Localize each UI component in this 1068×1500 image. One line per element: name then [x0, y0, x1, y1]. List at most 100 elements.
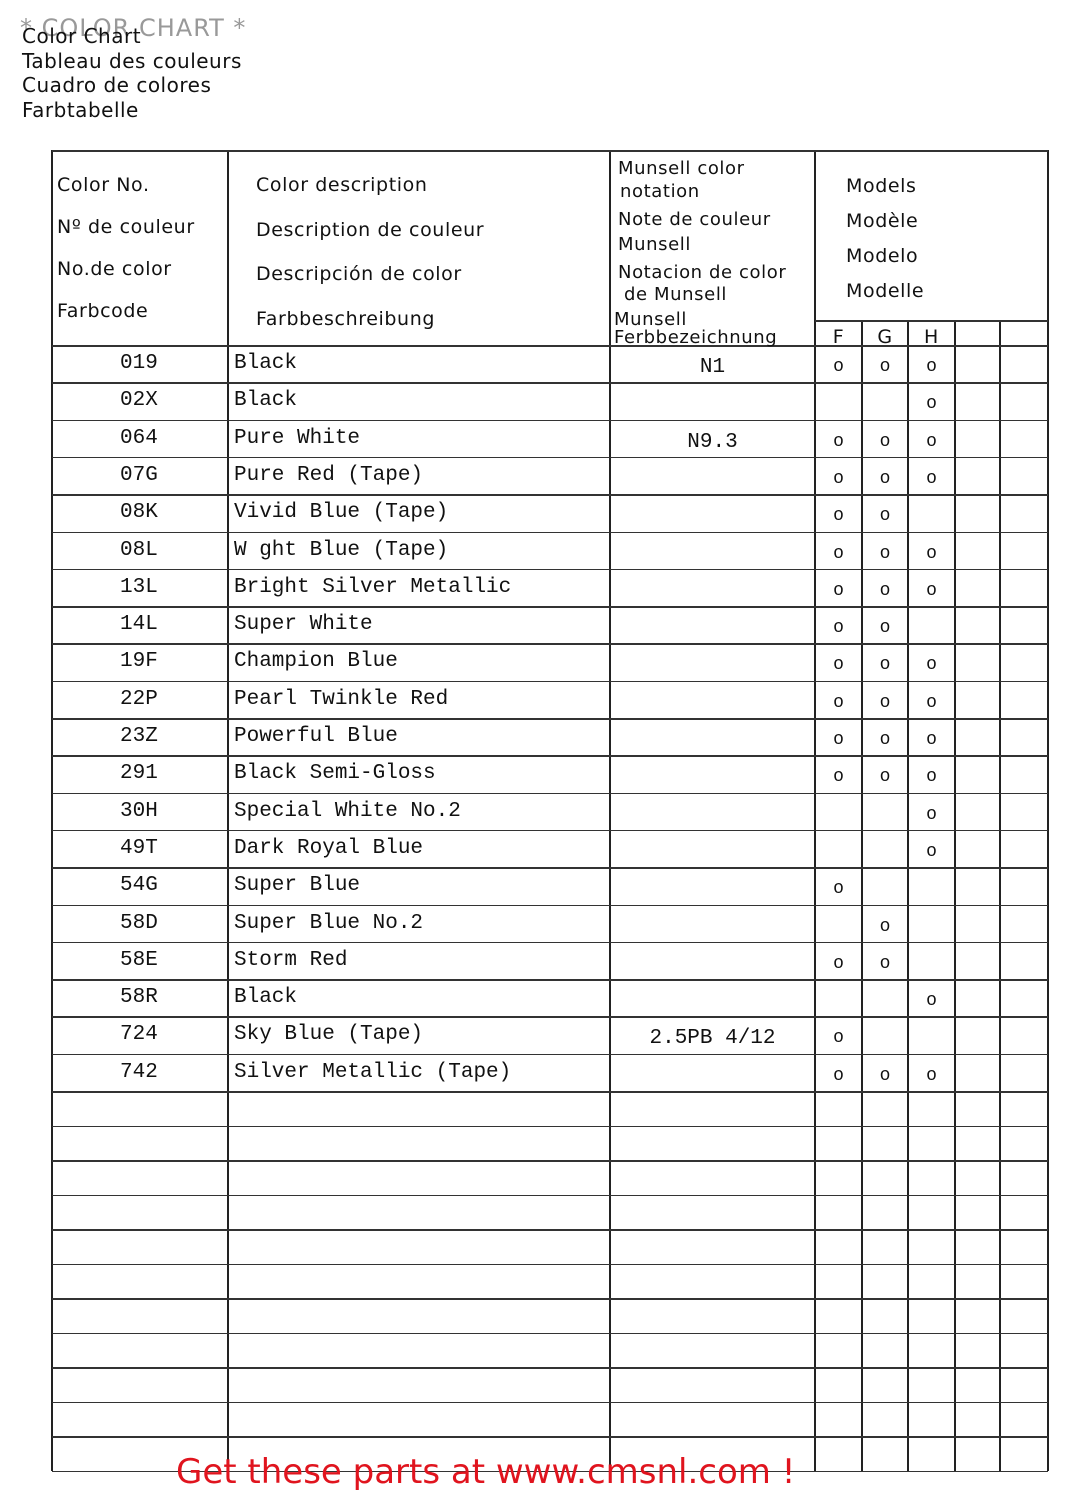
color-code: 019: [120, 352, 158, 375]
color-description: Bright Silver Metallic: [234, 575, 512, 599]
color-code: 54G: [120, 874, 158, 898]
model-mark: o: [879, 618, 891, 639]
column-header: Color No.: [57, 174, 150, 196]
header-line: Cuadro de colores: [22, 73, 212, 97]
column-line: [227, 150, 229, 1471]
row-line: [52, 904, 1048, 906]
color-description: Black: [234, 389, 298, 413]
row-line: [52, 531, 1048, 533]
row-line: [52, 755, 1048, 757]
model-mark: o: [879, 655, 891, 676]
model-mark: o: [833, 730, 844, 750]
row-line: [52, 150, 1048, 152]
model-mark: o: [926, 730, 937, 750]
model-mark: o: [879, 916, 891, 937]
model-mark: o: [833, 357, 844, 377]
row-line: [52, 1229, 1048, 1231]
row-line: [52, 1091, 1048, 1093]
color-description: Special White No.2: [234, 799, 461, 823]
row-line: [52, 494, 1048, 496]
model-mark: o: [879, 431, 891, 452]
color-code: 742: [120, 1060, 158, 1084]
column-line: [609, 150, 611, 1471]
color-code: 58D: [120, 911, 158, 935]
column-line: [907, 320, 909, 1471]
model-mark: o: [833, 692, 844, 713]
column-header: No.de color: [57, 258, 172, 280]
color-description: Super Blue: [234, 874, 361, 898]
color-description: Dark Royal Blue: [234, 836, 424, 860]
column-header: Munsell: [614, 309, 688, 330]
model-mark: o: [879, 506, 891, 527]
column-header: Notacion de color: [618, 262, 787, 283]
model-mark: o: [833, 879, 844, 900]
column-header: Munsell color: [618, 158, 745, 179]
row-line: [52, 1367, 1048, 1369]
color-description: W ght Blue (Tape): [234, 538, 449, 562]
color-code: 14L: [120, 613, 158, 637]
color-description: Pearl Twinkle Red: [234, 687, 449, 711]
model-mark: o: [879, 767, 891, 788]
model-mark: o: [926, 692, 937, 713]
row-line: [815, 320, 1048, 322]
row-line: [52, 1298, 1048, 1300]
model-mark: o: [879, 730, 891, 750]
column-header: Color description: [256, 174, 428, 196]
row-line: [52, 941, 1048, 944]
column-line: [814, 150, 816, 1471]
color-description: Storm Red: [234, 948, 348, 972]
row-line: [52, 1401, 1048, 1403]
model-mark: o: [926, 991, 937, 1012]
munsell-notation: 2.5PB 4/12: [649, 1027, 776, 1051]
color-code: 064: [120, 426, 158, 450]
model-mark: o: [926, 767, 937, 788]
row-line: [52, 792, 1048, 795]
model-mark: o: [833, 655, 844, 676]
column-header: Modelo: [846, 245, 919, 267]
column-header: Note de couleur: [618, 209, 771, 230]
row-line: [52, 345, 1048, 347]
model-mark: o: [879, 468, 891, 489]
model-mark: o: [879, 692, 891, 713]
row-line: [52, 568, 1048, 571]
model-mark: o: [926, 431, 937, 452]
column-header: Ferbbezeichnung: [614, 327, 778, 348]
row-line: [52, 1436, 1048, 1438]
header: Color Chart Tableau des couleurs Cuadro de…: [22, 24, 242, 122]
model-mark: o: [926, 1065, 937, 1086]
row-line: [52, 419, 1048, 422]
column-header: Farbbeschreibung: [256, 307, 436, 330]
model-mark: o: [926, 468, 937, 489]
model-mark: o: [833, 1028, 844, 1049]
model-mark: o: [879, 580, 891, 601]
model-mark: o: [879, 543, 891, 564]
row-line: [52, 1016, 1048, 1018]
footer-link[interactable]: Get these parts at www.cmsnl.com !: [176, 1452, 796, 1492]
overlay-title: * COLOR CHART *: [20, 14, 247, 42]
color-code: 291: [120, 762, 158, 786]
color-code: 08K: [120, 501, 158, 525]
model-mark: o: [833, 431, 844, 452]
model-mark: o: [833, 767, 844, 788]
color-code: 58E: [120, 948, 158, 972]
color-code: 22P: [120, 687, 158, 711]
row-line: [52, 643, 1048, 645]
color-description: Black Semi-Gloss: [234, 762, 436, 786]
color-description: Champion Blue: [234, 650, 398, 674]
model-mark: o: [926, 655, 937, 676]
row-line: [52, 829, 1048, 832]
model-mark: o: [926, 394, 937, 415]
color-code: 02X: [120, 389, 158, 413]
model-letter: H: [924, 326, 939, 348]
row-line: [52, 1125, 1048, 1127]
column-line: [1047, 150, 1049, 1471]
column-header: Modelle: [846, 280, 925, 302]
column-line: [51, 150, 53, 1471]
color-code: 13L: [120, 575, 158, 599]
column-header: Models: [846, 175, 917, 197]
column-header: Modèle: [846, 210, 919, 232]
column-line: [999, 320, 1001, 1471]
column-header: Farbcode: [57, 300, 149, 322]
model-mark: o: [879, 1065, 891, 1086]
color-description: Black: [234, 986, 298, 1010]
